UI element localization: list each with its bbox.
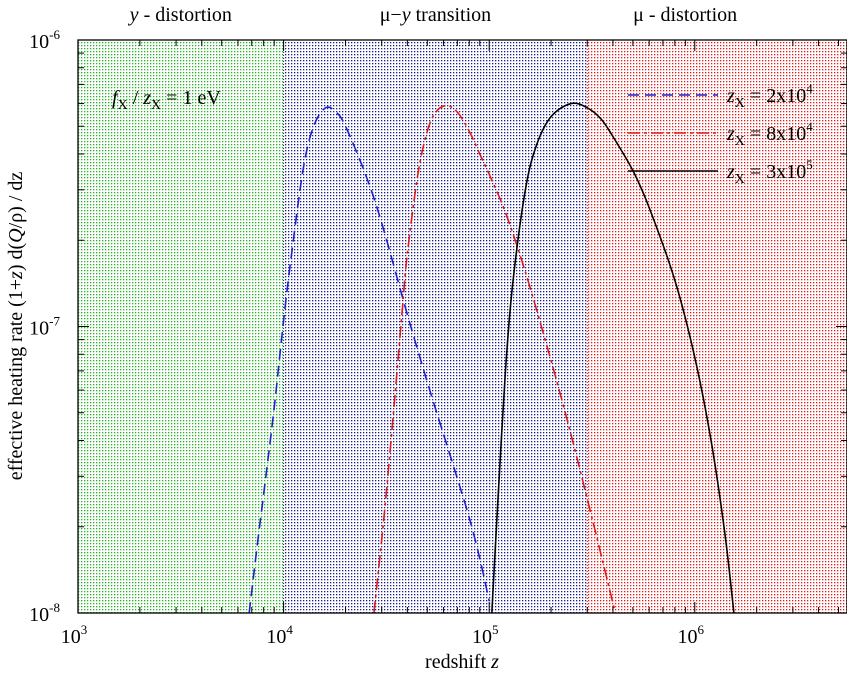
region-y-distortion — [78, 40, 284, 613]
series-line-2 — [373, 104, 616, 613]
region-mu-y-transition — [283, 40, 588, 613]
legend-label-1: zX = 2x104 — [726, 81, 813, 111]
y-tick-label: 10-8 — [29, 600, 60, 626]
y-axis-label: effective heating rate (1+z) d(Q/ρ) / dz — [5, 172, 27, 481]
x-tick-label: 104 — [266, 622, 293, 648]
y-tick-label: 10-6 — [29, 27, 60, 53]
region-label-mu-distortion: μ - distortion — [633, 4, 737, 26]
legend-label-3: zX = 3x105 — [726, 157, 813, 187]
x-tick-label: 103 — [61, 622, 88, 648]
x-tick-label: 106 — [678, 622, 705, 648]
series-line-1 — [248, 106, 490, 613]
y-tick-label: 10-7 — [29, 314, 60, 340]
x-tick-label: 105 — [472, 622, 499, 648]
region-label-mu-y-transition: μ−y transition — [380, 4, 491, 26]
legend-label-2: zX = 8x104 — [726, 119, 813, 149]
region-mu-distortion — [587, 40, 847, 613]
series-line-3 — [491, 102, 735, 613]
annotation-fx-over-zx: fX / zX = 1 eV — [112, 87, 221, 113]
region-label-y-distortion: y - distortion — [128, 4, 232, 26]
x-axis-label: redshift z — [425, 651, 499, 673]
